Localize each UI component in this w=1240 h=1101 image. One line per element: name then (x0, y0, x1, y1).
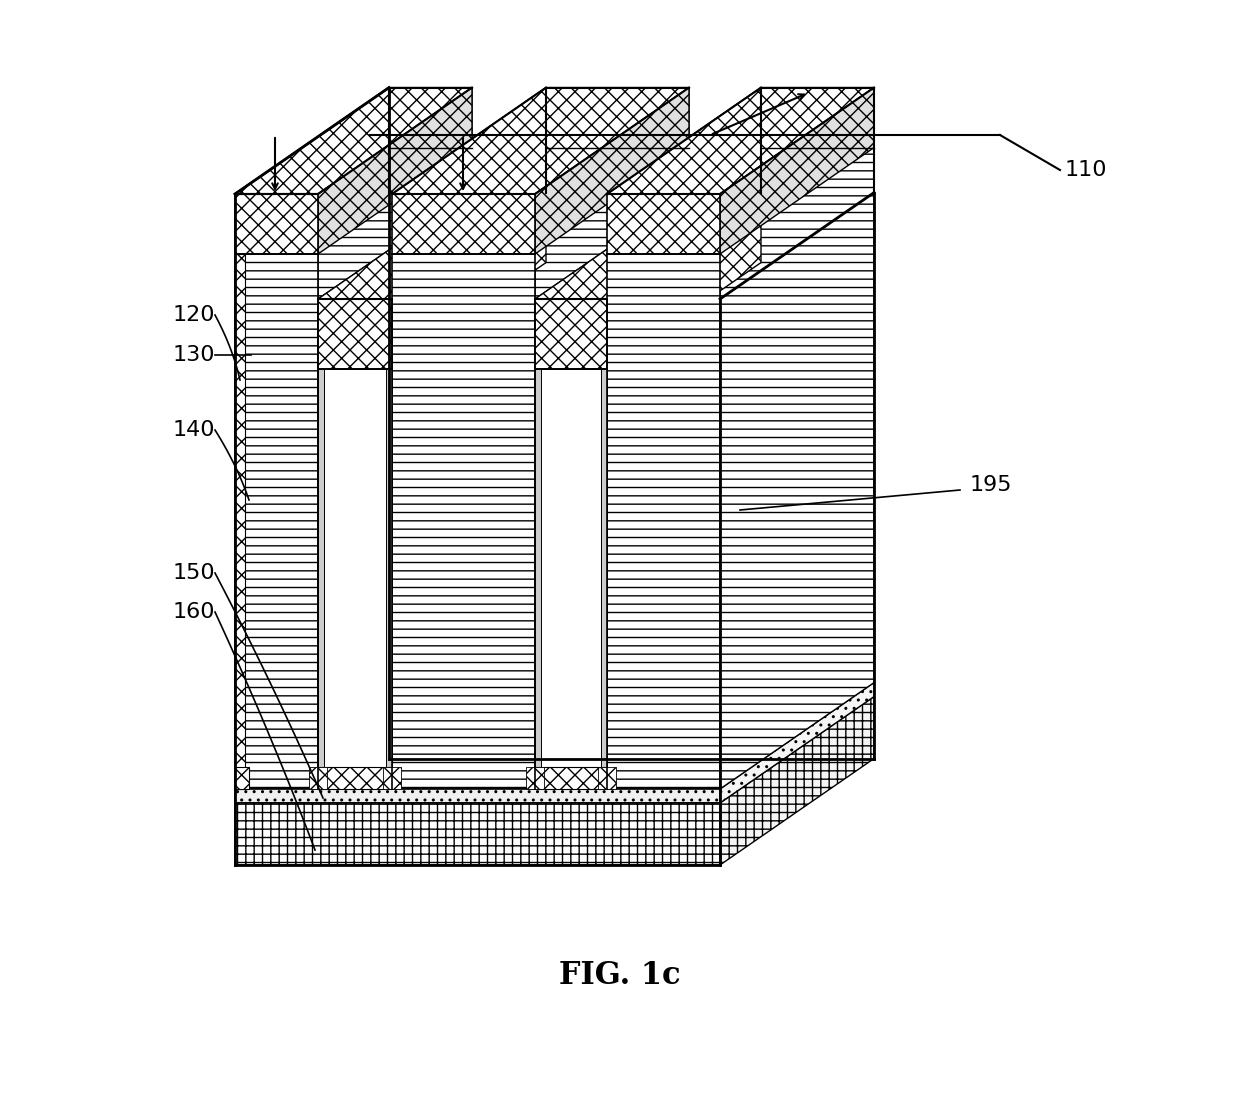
Polygon shape (534, 88, 689, 254)
Polygon shape (317, 369, 392, 789)
Polygon shape (720, 88, 874, 254)
Polygon shape (526, 767, 544, 789)
Polygon shape (317, 88, 472, 299)
Polygon shape (598, 767, 616, 789)
Text: 130: 130 (172, 345, 215, 366)
Text: 140: 140 (172, 419, 215, 440)
Polygon shape (236, 767, 249, 789)
Polygon shape (720, 683, 874, 803)
Polygon shape (534, 299, 608, 369)
Polygon shape (534, 369, 541, 789)
Polygon shape (317, 88, 472, 254)
Polygon shape (392, 194, 534, 254)
Polygon shape (392, 88, 689, 194)
Polygon shape (383, 767, 401, 789)
Polygon shape (534, 193, 761, 299)
Polygon shape (534, 767, 608, 789)
Polygon shape (236, 683, 874, 789)
Polygon shape (317, 193, 546, 299)
Text: 120: 120 (172, 305, 215, 325)
Text: 160: 160 (172, 602, 215, 622)
Polygon shape (236, 194, 317, 254)
Polygon shape (720, 88, 874, 299)
Polygon shape (720, 697, 874, 865)
Polygon shape (534, 369, 608, 789)
Polygon shape (317, 767, 392, 789)
Polygon shape (236, 254, 317, 789)
Polygon shape (608, 88, 874, 194)
Polygon shape (309, 767, 327, 789)
Polygon shape (534, 88, 689, 299)
Polygon shape (236, 803, 720, 865)
Text: 150: 150 (172, 563, 215, 584)
Text: 195: 195 (970, 475, 1013, 495)
Polygon shape (608, 254, 720, 789)
Polygon shape (236, 254, 246, 789)
Polygon shape (601, 369, 608, 789)
Polygon shape (317, 299, 392, 369)
Polygon shape (608, 193, 761, 369)
Polygon shape (236, 88, 472, 194)
Polygon shape (317, 369, 324, 789)
Polygon shape (720, 193, 874, 789)
Polygon shape (392, 254, 534, 789)
Text: FIG. 1c: FIG. 1c (559, 959, 681, 991)
Polygon shape (236, 88, 472, 194)
Polygon shape (392, 193, 546, 369)
Polygon shape (392, 88, 689, 194)
Text: 110: 110 (1065, 160, 1107, 179)
Polygon shape (608, 194, 720, 254)
Polygon shape (317, 193, 546, 299)
Polygon shape (236, 789, 720, 803)
Polygon shape (386, 369, 392, 789)
Polygon shape (608, 88, 874, 194)
Polygon shape (236, 697, 874, 803)
Polygon shape (534, 193, 761, 299)
